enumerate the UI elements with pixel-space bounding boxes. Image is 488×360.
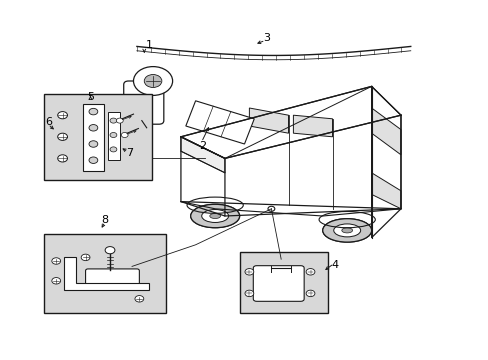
Circle shape	[81, 254, 90, 261]
Circle shape	[52, 258, 61, 264]
Circle shape	[52, 278, 61, 284]
Circle shape	[244, 290, 253, 297]
Circle shape	[110, 147, 117, 152]
Circle shape	[305, 290, 314, 297]
Circle shape	[133, 67, 172, 95]
Circle shape	[58, 112, 67, 119]
Polygon shape	[63, 257, 149, 290]
FancyBboxPatch shape	[123, 81, 163, 124]
Bar	[44, 234, 166, 313]
Ellipse shape	[209, 213, 220, 219]
Text: 5: 5	[87, 92, 94, 102]
FancyBboxPatch shape	[253, 266, 304, 301]
Ellipse shape	[322, 219, 371, 242]
Ellipse shape	[190, 204, 239, 228]
Text: 3: 3	[263, 33, 269, 43]
Circle shape	[58, 133, 67, 140]
Circle shape	[58, 155, 67, 162]
Text: 4: 4	[331, 260, 338, 270]
FancyBboxPatch shape	[107, 112, 120, 160]
FancyBboxPatch shape	[83, 104, 103, 171]
Circle shape	[244, 269, 253, 275]
Circle shape	[89, 157, 98, 163]
Polygon shape	[371, 108, 400, 155]
Circle shape	[135, 296, 143, 302]
Polygon shape	[249, 108, 288, 133]
Text: 2: 2	[199, 141, 206, 151]
Polygon shape	[371, 173, 400, 209]
Circle shape	[110, 132, 117, 138]
Bar	[44, 94, 151, 180]
Polygon shape	[293, 115, 332, 137]
Circle shape	[121, 132, 128, 138]
Ellipse shape	[201, 210, 228, 222]
Bar	[239, 252, 327, 313]
FancyBboxPatch shape	[85, 269, 139, 290]
Ellipse shape	[341, 228, 352, 233]
Text: 8: 8	[102, 215, 108, 225]
Ellipse shape	[322, 219, 371, 242]
Circle shape	[267, 206, 274, 211]
Text: 1: 1	[145, 40, 152, 50]
Circle shape	[116, 118, 123, 123]
Circle shape	[89, 108, 98, 115]
Circle shape	[89, 125, 98, 131]
Circle shape	[144, 75, 162, 87]
Polygon shape	[185, 101, 254, 144]
Circle shape	[105, 247, 115, 254]
Ellipse shape	[190, 204, 239, 228]
Text: 6: 6	[45, 117, 52, 127]
Text: 7: 7	[126, 148, 133, 158]
Ellipse shape	[333, 224, 360, 237]
Circle shape	[305, 269, 314, 275]
Circle shape	[110, 118, 117, 123]
Polygon shape	[181, 137, 224, 173]
Circle shape	[89, 141, 98, 147]
